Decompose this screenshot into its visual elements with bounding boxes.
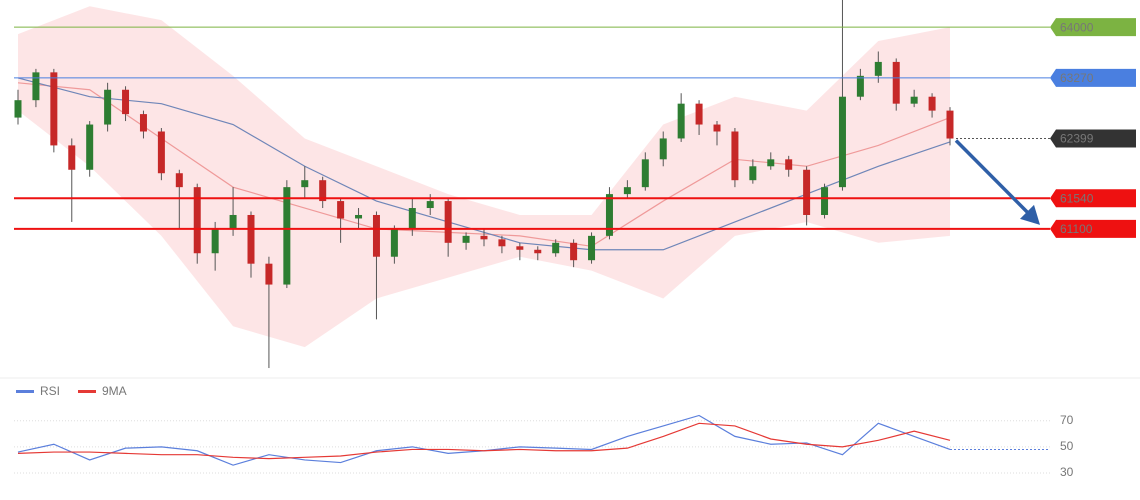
bollinger-band <box>18 6 950 348</box>
indicator-line <box>17 422 951 460</box>
candle-body <box>355 214 363 219</box>
candle-body <box>122 89 130 115</box>
level-label: 61100 <box>1060 222 1093 236</box>
candle-body <box>32 72 40 101</box>
candle-body <box>247 214 255 264</box>
y-tick-label: 50 <box>1060 439 1074 453</box>
candle-body <box>623 187 631 195</box>
candle-body <box>86 124 94 170</box>
candle-body <box>426 201 434 209</box>
candle-body <box>588 235 596 261</box>
candle-body <box>50 72 58 146</box>
candle-body <box>946 110 954 139</box>
candle-body <box>534 249 542 254</box>
level-label: 62399 <box>1060 132 1094 146</box>
candle-body <box>892 61 900 104</box>
level-label: 61540 <box>1060 191 1094 205</box>
candle-body <box>68 145 76 170</box>
candle-body <box>175 173 183 188</box>
candle-body <box>480 235 488 240</box>
candle-body <box>14 100 22 118</box>
candle-body <box>301 180 309 188</box>
y-tick-label: 70 <box>1060 413 1074 427</box>
candle-body <box>408 208 416 229</box>
legend-swatch <box>16 390 34 393</box>
candle-body <box>821 187 829 215</box>
candle-body <box>928 96 936 111</box>
candle-body <box>229 214 237 229</box>
rsi-pane: 30 50 70 <box>14 413 1074 479</box>
candle-body <box>462 235 470 243</box>
legend-swatch <box>78 390 96 393</box>
candle-body <box>157 131 165 174</box>
level-tag <box>1050 18 1136 37</box>
level-label: 64000 <box>1060 20 1094 34</box>
candle-body <box>659 138 667 160</box>
candle-body <box>749 166 757 181</box>
candle-body <box>641 159 649 188</box>
candle-body <box>337 201 345 219</box>
candle-body <box>874 61 882 76</box>
candle-body <box>211 228 219 254</box>
level-tag <box>1050 129 1136 148</box>
candle-body <box>319 180 327 202</box>
level-tag <box>1050 219 1136 238</box>
candle-body <box>605 194 613 236</box>
rsi-legend: RSI 9MA <box>16 384 127 398</box>
overlay: 64000 63270 62399 61540 61100 <box>14 18 1136 238</box>
candle-body <box>713 124 721 132</box>
candle-body <box>767 159 775 167</box>
legend-label: RSI <box>40 384 60 398</box>
candle-body <box>390 228 398 257</box>
candle-body <box>139 114 147 132</box>
candle-body <box>498 239 506 247</box>
legend-label: 9MA <box>102 384 127 398</box>
arrow-head <box>1020 204 1040 225</box>
candle-body <box>552 242 560 254</box>
level-tag <box>1050 189 1136 208</box>
level-tag <box>1050 68 1136 87</box>
candle-body <box>910 96 918 104</box>
candle-body <box>283 187 291 285</box>
forecast-arrow <box>954 139 1032 217</box>
candle-body <box>570 242 578 261</box>
candle-body <box>838 96 846 188</box>
y-tick-label: 30 <box>1060 465 1074 479</box>
candle-body <box>516 246 524 250</box>
candle-body <box>193 187 201 254</box>
candle-body <box>104 89 112 125</box>
level-label: 63270 <box>1060 71 1094 85</box>
candle-body <box>695 103 703 125</box>
indicator-line <box>17 414 951 466</box>
candle-body <box>372 214 380 257</box>
candle-body <box>856 75 864 97</box>
candle-body <box>803 169 811 215</box>
candle-body <box>444 201 452 243</box>
candle-body <box>731 131 739 181</box>
candle-body <box>677 103 685 139</box>
candle-body <box>265 263 273 285</box>
candle-body <box>785 159 793 170</box>
price-pane <box>14 0 954 369</box>
